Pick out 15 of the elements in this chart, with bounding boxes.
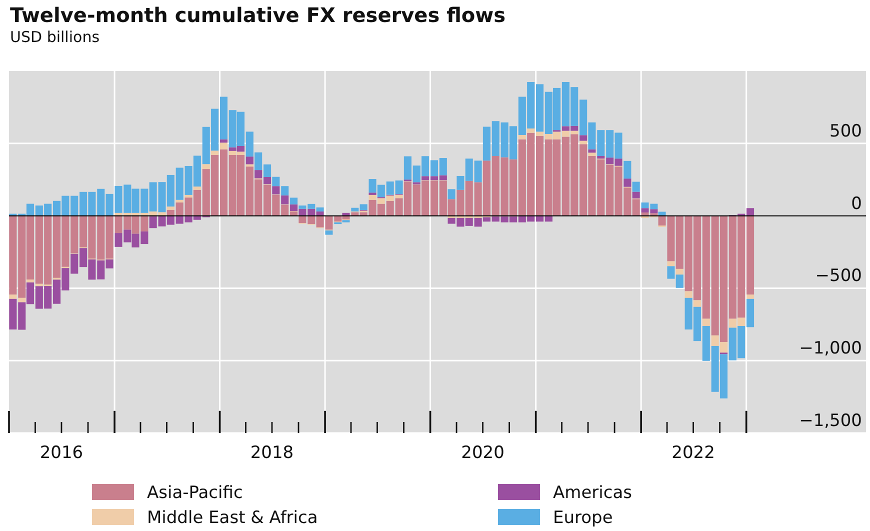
legend-label: Middle East & Africa <box>147 508 318 528</box>
y-tick-label: −1,000 <box>799 338 862 359</box>
legend-label: Americas <box>553 483 632 503</box>
y-tick-label: −1,500 <box>799 411 862 431</box>
legend-label: Europe <box>553 508 613 528</box>
chart-title: Twelve-month cumulative FX reserves flows <box>10 3 506 27</box>
y-tick-label: −500 <box>815 266 862 286</box>
x-tick-label: 2018 <box>250 443 294 463</box>
y-tick-label: 500 <box>830 121 862 142</box>
x-tick-label: 2016 <box>40 443 84 463</box>
y-tick-label: 0 <box>851 194 862 214</box>
legend-label: Asia-Pacific <box>147 483 243 503</box>
chart-subtitle: USD billions <box>10 28 100 46</box>
x-tick-label: 2020 <box>461 443 504 463</box>
x-tick-label: 2022 <box>672 443 715 463</box>
